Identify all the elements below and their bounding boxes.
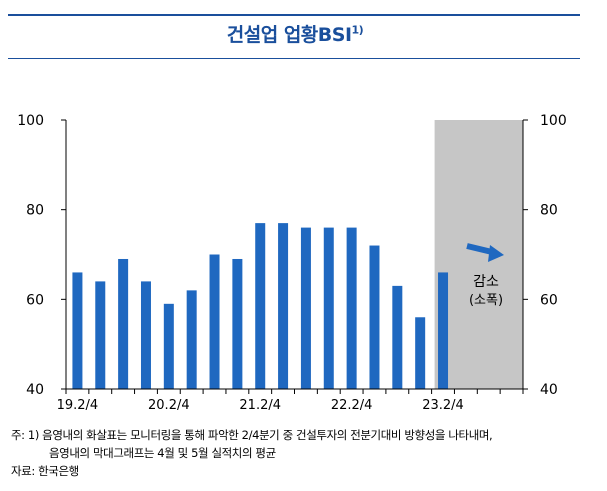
chart-title-text: 건설업 업황BSI [226,24,352,46]
bar-20.3/4 [186,290,197,389]
source-note: 자료: 한국은행 [11,464,79,478]
footnote-line-2: 음영내의 막대그래프는 4월 및 5월 실적치의 평균 [49,446,276,460]
x-tick-label-22.2/4: 22.2/4 [331,398,373,413]
bar-20.1/4 [140,281,151,389]
x-tick-label-21.2/4: 21.2/4 [239,398,281,413]
title-bottom-rule [8,58,580,59]
bar-19.3/4 [95,281,106,389]
y-tick-label-right-100: 100 [540,113,567,129]
y-tick-label-right-40: 40 [540,382,558,398]
bar-21.4/4 [300,227,311,389]
bar-20.2/4 [163,303,174,389]
trend-arrow-shaft [466,243,493,255]
bar-23.2/4 [438,272,449,389]
bar-21.3/4 [278,223,289,389]
bar-21.2/4 [255,223,266,389]
annotation-decrease: 감소 [473,274,499,290]
bar-20.4/4 [209,254,220,389]
y-tick-label-right-60: 60 [540,292,558,308]
x-tick-label-19.2/4: 19.2/4 [57,398,99,413]
y-tick-label-left-40: 40 [26,382,44,398]
x-tick-label-23.2/4: 23.2/4 [422,398,464,413]
y-tick-label-left-100: 100 [17,113,44,129]
bar-22.2/4 [346,227,357,389]
bar-22.3/4 [369,245,380,389]
footnote-line-1: 주: 1) 음영내의 화살표는 모니터링을 통해 파악한 2/4분기 중 건설투… [11,428,493,442]
bar-22.4/4 [392,285,403,389]
bar-23.1/4 [415,317,426,389]
bar-19.2/4 [72,272,83,389]
bar-19.4/4 [118,258,129,389]
bar-21.1/4 [232,258,243,389]
shaded-region [434,120,523,389]
annotation-slight: (소폭) [469,293,503,308]
y-tick-label-left-60: 60 [26,292,44,308]
bar-22.1/4 [323,227,334,389]
y-tick-label-left-80: 80 [26,203,44,219]
chart-title: 건설업 업황BSI1) [0,20,590,47]
bsi-bar-chart: 40 40 60 60 80 80 100 100 19.2/4 20.2/4 21.2/4 22.2… [17,113,567,413]
chart-title-footnote-mark: 1) [351,23,364,37]
trend-arrow-head [488,245,504,262]
title-top-rule [8,14,580,16]
x-tick-label-20.2/4: 20.2/4 [148,398,190,413]
y-tick-label-right-80: 80 [540,203,558,219]
